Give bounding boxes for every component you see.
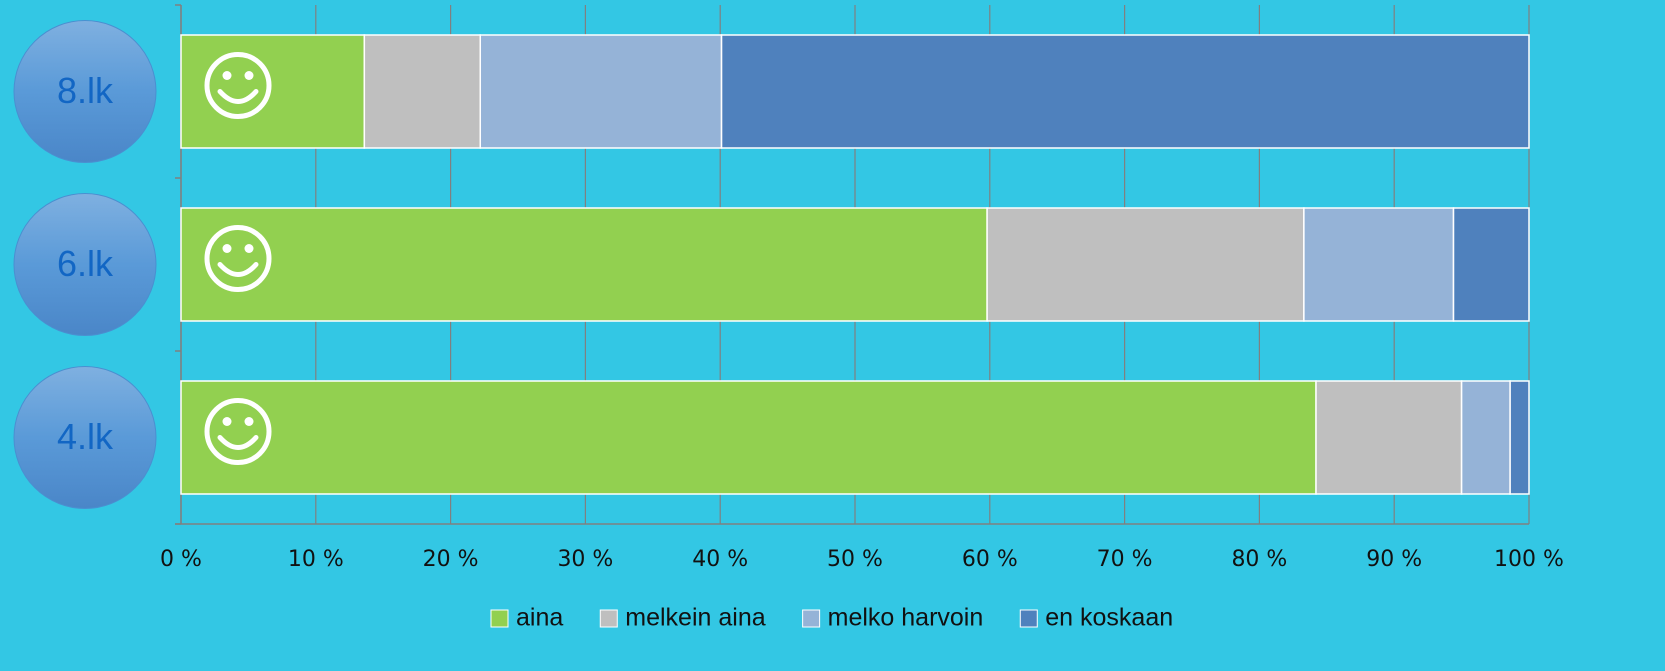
- bar-segment: [479, 34, 723, 149]
- smiley-face: [204, 398, 272, 465]
- smiley-eye: [244, 71, 254, 80]
- smiley-mouth: [217, 89, 259, 104]
- category-bubble: [13, 193, 157, 336]
- category-bubble: [13, 20, 157, 163]
- smiley-face: [204, 225, 272, 292]
- x-tick-label: 20 %: [423, 547, 479, 572]
- smiley-eye: [222, 417, 232, 426]
- legend-swatch: [802, 609, 821, 628]
- smiley-eye: [222, 71, 232, 80]
- x-tick-label: 10 %: [288, 547, 344, 572]
- x-tick-label: 50 %: [827, 547, 883, 572]
- smiley-eye: [244, 244, 254, 253]
- smiley-eye: [222, 244, 232, 253]
- bar-segment: [986, 207, 1305, 322]
- x-tick-label: 70 %: [1097, 547, 1153, 572]
- smiley-mouth: [217, 435, 259, 450]
- bar-segment: [720, 34, 1530, 149]
- bar-segment: [1452, 207, 1530, 322]
- bar-segment: [1303, 207, 1455, 322]
- legend-swatch: [599, 609, 618, 628]
- legend-label: en koskaan: [1045, 604, 1173, 632]
- legend-label: aina: [516, 604, 563, 632]
- bar-segment: [1509, 380, 1530, 495]
- smiley-icon: [204, 52, 272, 119]
- x-tick-label: 60 %: [962, 547, 1018, 572]
- smiley-eye: [244, 417, 254, 426]
- y-tick-label: 6.lk: [57, 243, 114, 284]
- bar-segment: [363, 34, 482, 149]
- smiley-icon: [204, 225, 272, 292]
- category-bubble: [13, 366, 157, 509]
- x-tick-label: 30 %: [557, 547, 613, 572]
- legend-label: melkein aina: [625, 604, 765, 632]
- smiley-mouth: [217, 262, 259, 277]
- x-tick-label: 0 %: [160, 547, 202, 572]
- y-tick-label: 8.lk: [57, 70, 114, 111]
- bar-segment: [180, 34, 366, 149]
- smiley-icon: [204, 398, 272, 465]
- bar-segment: [180, 207, 988, 322]
- legend-label: melko harvoin: [828, 604, 984, 632]
- x-tick-label: 40 %: [692, 547, 748, 572]
- x-tick-label: 100 %: [1494, 547, 1564, 572]
- x-tick-label: 80 %: [1231, 547, 1287, 572]
- bar-segment: [1315, 380, 1463, 495]
- bar-segment: [180, 380, 1317, 495]
- x-tick-label: 90 %: [1366, 547, 1422, 572]
- smiley-face: [204, 52, 272, 119]
- legend-swatch: [490, 609, 509, 628]
- y-tick-label: 4.lk: [57, 416, 114, 457]
- bar-segment: [1460, 380, 1511, 495]
- legend-swatch: [1019, 609, 1038, 628]
